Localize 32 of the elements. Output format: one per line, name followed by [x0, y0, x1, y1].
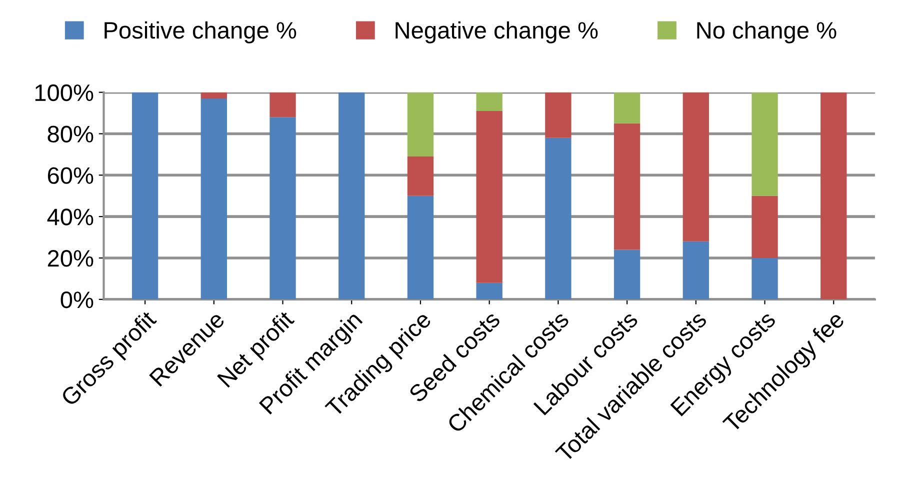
- bar: [270, 92, 296, 118]
- legend-label: Positive change %: [104, 21, 296, 44]
- bar: [407, 196, 434, 300]
- bar: [407, 92, 434, 157]
- y-tick-label: 20%: [48, 250, 94, 267]
- legend-label: Negative change %: [396, 21, 598, 44]
- bar: [752, 258, 778, 300]
- bar: [200, 98, 227, 300]
- bar: [338, 92, 365, 300]
- bar: [682, 241, 709, 300]
- bar: [476, 110, 502, 283]
- bar: [476, 282, 502, 300]
- bar: [682, 92, 709, 242]
- bar: [752, 92, 778, 196]
- bar: [614, 123, 640, 250]
- bar: [132, 92, 158, 300]
- y-tick-label: 100%: [35, 84, 94, 102]
- bar: [614, 92, 640, 124]
- bar: [476, 92, 502, 111]
- bar: [820, 92, 847, 300]
- bar: [407, 156, 434, 196]
- y-tick-label: 80%: [48, 126, 94, 143]
- legend-label: No change %: [697, 21, 836, 44]
- y-tick-label: 60%: [48, 167, 94, 184]
- bar: [200, 92, 227, 99]
- y-tick-label: 40%: [47, 208, 94, 226]
- bar: [614, 250, 640, 300]
- bar: [545, 138, 572, 300]
- bar: [545, 92, 572, 138]
- y-tick-label: 0%: [60, 291, 94, 308]
- bar: [752, 196, 778, 258]
- bar: [270, 117, 296, 300]
